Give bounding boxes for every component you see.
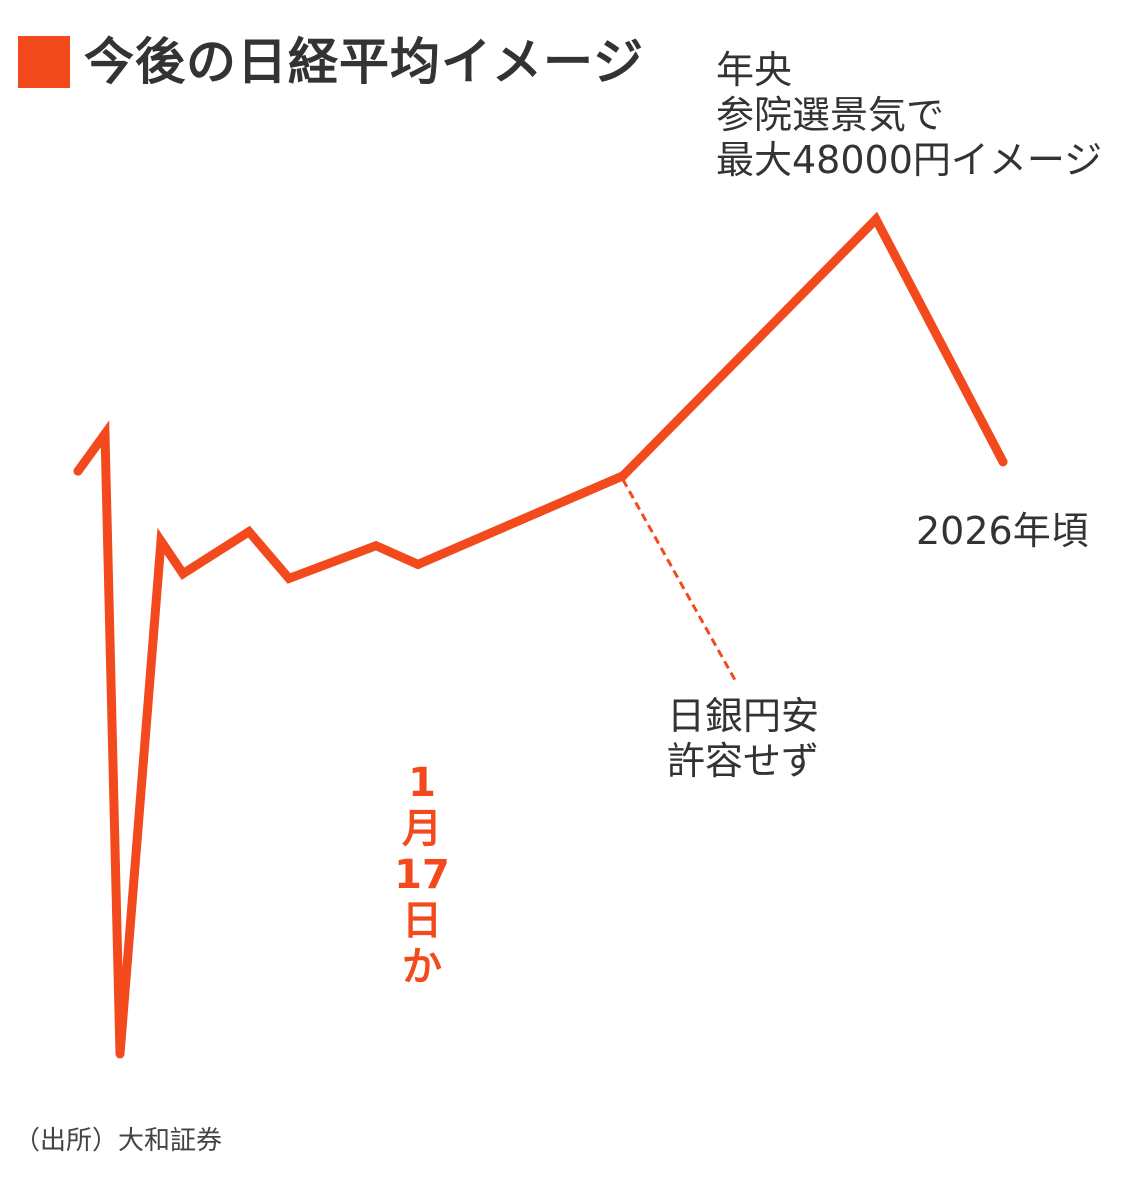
series-point: [178, 569, 188, 579]
series-points: [73, 214, 1008, 1059]
end-annotation: 2026年頃: [916, 509, 1089, 553]
series-point: [871, 214, 881, 224]
date-annotation: 1 月 17 日 か: [392, 760, 452, 990]
series-point: [998, 457, 1008, 467]
series-point: [371, 541, 381, 551]
chart-title: 今後の日経平均イメージ: [18, 36, 644, 88]
source-note: （出所）大和証券: [14, 1126, 223, 1156]
boj-annotation-line: 日銀円安: [667, 694, 820, 738]
peak-annotation-line: 年央: [716, 48, 793, 92]
boj-leader-line: [621, 479, 737, 681]
series-point: [73, 466, 83, 476]
date-annotation-char: 17: [394, 852, 450, 898]
date-annotation-char: か: [402, 944, 442, 990]
boj-annotation-line: 許容せず: [667, 739, 820, 783]
series-point: [244, 527, 254, 537]
title-marker-square: [18, 36, 70, 88]
peak-annotation-line: 参院選景気で: [716, 93, 945, 137]
boj-annotation: 日銀円安 許容せず: [667, 694, 819, 784]
series-point: [284, 573, 294, 583]
peak-annotation-line: 最大48000円イメージ: [716, 138, 1103, 182]
series-point: [156, 536, 166, 546]
series-point: [618, 471, 628, 481]
date-annotation-char: 月: [402, 806, 442, 852]
nikkei-series-line: [73, 211, 1008, 1055]
series-point: [115, 1049, 125, 1059]
title-text: 今後の日経平均イメージ: [84, 33, 644, 91]
date-annotation-char: 1: [408, 760, 436, 806]
peak-annotation: 年央 参院選景気で 最大48000円イメージ: [716, 48, 1102, 183]
series-point: [413, 559, 423, 569]
series-point: [100, 429, 110, 439]
date-annotation-char: 日: [402, 898, 442, 944]
